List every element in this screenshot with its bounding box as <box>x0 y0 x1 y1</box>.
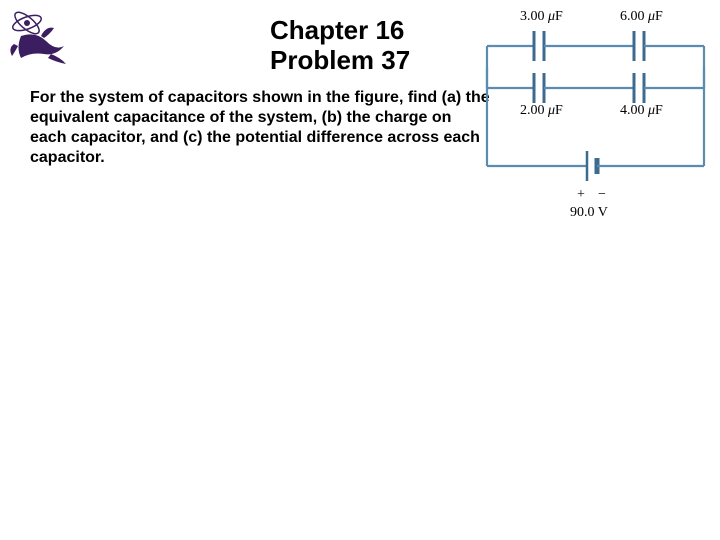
battery-voltage: 90.0 <box>570 205 595 220</box>
circuit-diagram: 3.00 μF 6.00 μF 2.00 μF 4.00 μF <box>482 6 712 226</box>
battery-unit: V <box>598 205 608 220</box>
cap-tl-value: 3.00 <box>520 9 545 24</box>
cap-br-value: 4.00 <box>620 103 645 118</box>
page-title: Chapter 16 Problem 37 <box>270 16 410 76</box>
svg-text:+: + <box>577 187 585 202</box>
cap-bl-value: 2.00 <box>520 103 545 118</box>
title-line-1: Chapter 16 <box>270 16 410 46</box>
title-line-2: Problem 37 <box>270 46 410 76</box>
svg-text:90.0 V: 90.0 V <box>570 205 608 220</box>
svg-text:4.00 μF: 4.00 μF <box>620 103 663 118</box>
svg-text:6.00 μF: 6.00 μF <box>620 9 663 24</box>
logo-icon <box>6 6 76 66</box>
problem-statement: For the system of capacitors shown in th… <box>30 88 490 168</box>
svg-text:3.00 μF: 3.00 μF <box>520 9 563 24</box>
battery-minus: − <box>598 187 606 202</box>
battery-plus: + <box>577 187 585 202</box>
cap-tr-value: 6.00 <box>620 9 645 24</box>
svg-text:−: − <box>598 187 606 202</box>
svg-text:2.00 μF: 2.00 μF <box>520 103 563 118</box>
